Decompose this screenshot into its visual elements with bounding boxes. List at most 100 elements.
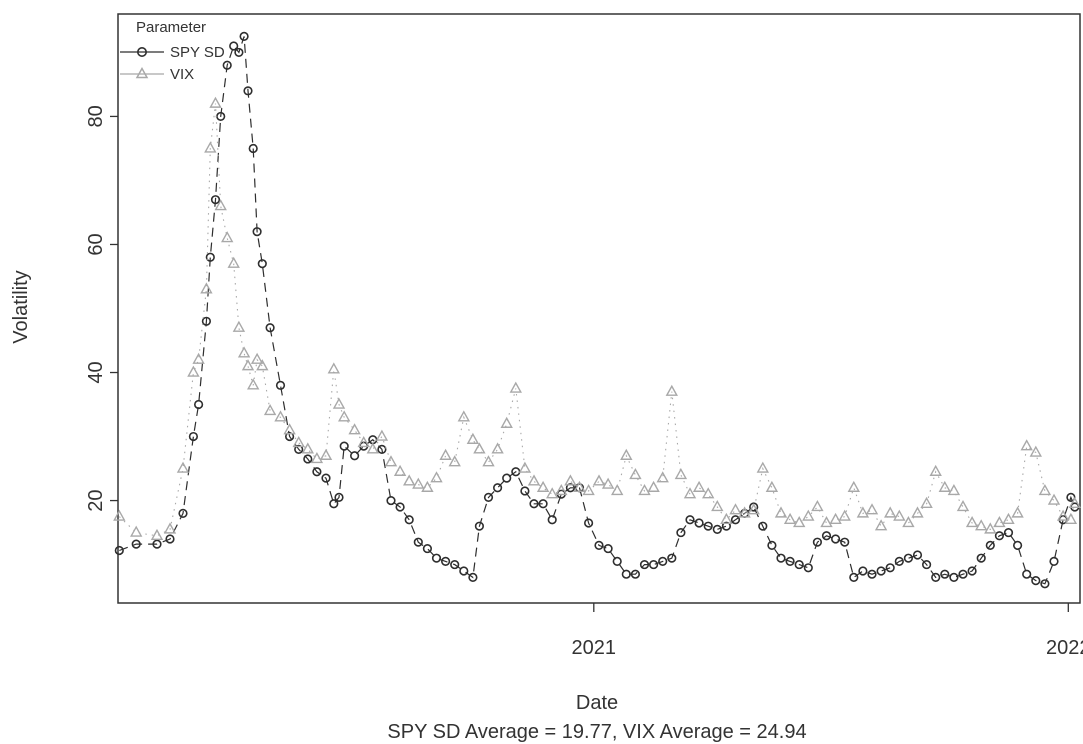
vix-point — [720, 512, 733, 524]
spy-sd-point — [395, 502, 405, 512]
vix-point — [938, 480, 951, 492]
spy-sd-point — [676, 527, 686, 538]
vix-point — [582, 484, 595, 496]
spy-sd-point — [985, 540, 995, 550]
vix-point — [774, 506, 788, 518]
spy-sd-point — [188, 431, 198, 442]
vix-point — [292, 436, 305, 448]
spy-sd-point — [685, 515, 695, 525]
vix-point — [527, 474, 541, 486]
vix-point — [163, 522, 177, 534]
spy-sd-point — [776, 553, 786, 563]
plot-frame — [117, 13, 1081, 604]
vix-point — [473, 442, 486, 454]
vix-point — [829, 512, 842, 524]
spy-sd-point — [275, 380, 286, 390]
spy-sd-point — [1012, 540, 1023, 550]
spy-sd-point — [413, 537, 423, 547]
spy-sd-point — [303, 454, 313, 464]
y-tick-label: 40 — [85, 361, 107, 383]
y-tick-label: 80 — [85, 105, 107, 127]
spy-sd-point — [730, 515, 741, 525]
spy-sd-point — [339, 441, 349, 451]
spy-sd-point — [794, 559, 804, 570]
spy-sd-point — [205, 252, 215, 262]
spy-sd-point — [967, 566, 977, 576]
legend-spy-marker — [137, 46, 148, 57]
vix-point — [783, 512, 797, 524]
y-tick-label: 60 — [85, 233, 107, 255]
spy-sd-point — [329, 499, 339, 509]
vix-point — [546, 487, 559, 499]
spy-sd-point — [1049, 556, 1059, 566]
spy-sd-point — [949, 572, 959, 582]
spy-sd-point — [350, 451, 360, 461]
vix-point — [711, 500, 724, 512]
vix-point — [620, 448, 633, 460]
spy-sd-point — [630, 569, 641, 579]
spy-sd-point — [976, 553, 986, 563]
vix-point — [865, 503, 879, 515]
spy-sd-series — [114, 31, 1080, 589]
vix-point — [250, 352, 264, 364]
spy-sd-point — [178, 508, 188, 518]
legend-entry-vix: VIX — [170, 66, 194, 83]
vix-point — [227, 256, 240, 268]
vix-point — [847, 480, 860, 492]
spy-sd-point — [165, 534, 175, 544]
spy-sd-point — [422, 543, 433, 554]
spy-sd-point — [994, 531, 1005, 541]
x-tick-label: 2022 — [1046, 637, 1083, 659]
spy-sd-point — [243, 86, 253, 96]
vix-point — [820, 516, 833, 528]
spy-sd-point — [621, 569, 631, 579]
vix-point — [765, 480, 779, 492]
vix-point — [956, 500, 970, 512]
vix-point — [573, 480, 586, 492]
vix-point — [113, 509, 126, 521]
y-tick-label: 20 — [85, 489, 107, 511]
vix-point — [130, 525, 143, 537]
vix-point — [332, 397, 346, 409]
vix-point — [902, 516, 915, 528]
spy-sd-point — [821, 531, 832, 541]
vix-point — [319, 448, 333, 460]
spy-sd-point — [912, 550, 923, 560]
spy-sd-point — [216, 111, 226, 122]
vix-point — [366, 442, 379, 454]
spy-sd-point — [667, 553, 677, 563]
vix-point — [176, 461, 190, 473]
spy-sd-point — [958, 569, 968, 579]
spy-sd-point — [334, 492, 344, 502]
vix-point — [301, 442, 314, 454]
spy-sd-point — [386, 495, 396, 506]
spy-sd-point — [876, 566, 886, 576]
vix-point — [965, 516, 979, 528]
spy-sd-point — [538, 499, 548, 509]
vix-point — [874, 519, 888, 531]
vix-point — [338, 410, 351, 422]
spy-sd-point — [703, 521, 713, 531]
spy-sd-point — [152, 539, 162, 549]
vix-point — [1029, 445, 1042, 457]
vix-point — [802, 509, 815, 521]
spy-sd-point — [502, 473, 512, 483]
spy-sd-point — [234, 47, 244, 58]
vix-point — [856, 506, 870, 518]
vix-point — [150, 528, 164, 540]
legend-vix-marker — [135, 66, 149, 79]
vix-point — [221, 231, 234, 243]
vix-point — [702, 487, 715, 499]
spy-sd-point — [404, 515, 414, 525]
spy-sd-point — [594, 540, 604, 550]
vix-point — [984, 522, 997, 534]
vix-point — [327, 362, 340, 374]
spy-sd-point — [648, 559, 659, 570]
spy-sd-point — [840, 537, 850, 547]
vix-line — [118, 103, 1076, 537]
vix-point — [601, 477, 615, 489]
spy-sd-point — [547, 515, 557, 525]
vix-point — [738, 506, 751, 518]
vix-point — [412, 477, 425, 489]
